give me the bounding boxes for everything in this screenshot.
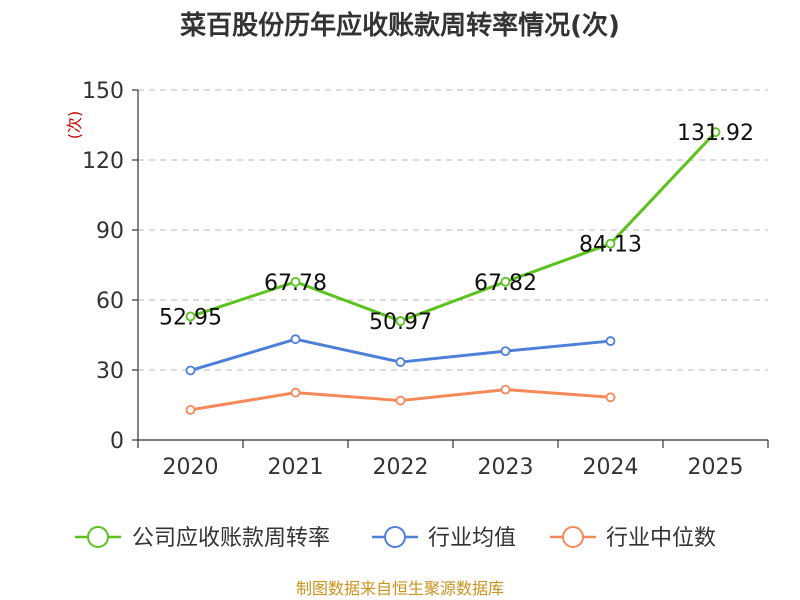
data-point: [395, 395, 406, 406]
series-lines: [185, 127, 721, 415]
y-tick-label: 0: [110, 429, 124, 454]
grid-lines: [138, 89, 768, 371]
x-tick-label: 2022: [373, 455, 429, 480]
legend-label: 行业中位数: [606, 526, 716, 551]
data-labels: 52.95 67.78 50.97 67.82 84.13 131.92: [159, 121, 754, 335]
legend-label: 行业均值: [428, 526, 516, 551]
series-2: [185, 384, 616, 415]
y-tick-label: 30: [96, 359, 124, 384]
legend: 公司应收账款周转率 行业均值 行业中位数: [75, 526, 716, 551]
data-point: [605, 336, 616, 346]
data-point: [605, 392, 616, 403]
legend-item: 行业中位数: [550, 526, 716, 551]
data-label: 67.78: [264, 271, 327, 296]
y-tick-label: 90: [96, 219, 124, 244]
data-point: [500, 346, 511, 357]
data-point: [500, 384, 511, 395]
data-label: 131.92: [677, 121, 754, 146]
series-0: [185, 127, 721, 326]
source-note: 制图数据来自恒生聚源数据库: [296, 579, 504, 598]
data-point: [500, 276, 511, 287]
data-label: 50.97: [369, 310, 432, 335]
x-tick-labels: 2020 2021 2022 2023 2024 2025: [163, 455, 744, 480]
x-tick-label: 2020: [163, 455, 219, 480]
y-tick-labels: 0 30 60 90 120 150: [82, 79, 124, 454]
y-tick-label: 120: [82, 149, 124, 174]
legend-marker: [384, 526, 406, 548]
x-tick-label: 2024: [583, 455, 639, 480]
series-1: [185, 334, 616, 376]
y-tick-label: 150: [82, 79, 124, 104]
legend-label: 公司应收账款周转率: [132, 526, 330, 551]
legend-marker: [562, 526, 584, 548]
data-point: [710, 127, 721, 138]
x-tick-label: 2025: [688, 455, 744, 480]
data-point: [185, 404, 196, 415]
legend-item: 行业均值: [372, 526, 516, 551]
data-point: [395, 316, 406, 326]
data-point: [605, 238, 616, 249]
data-point: [290, 276, 301, 287]
legend-item: 公司应收账款周转率: [75, 526, 330, 551]
data-point: [395, 357, 406, 367]
data-label: 52.95: [159, 305, 222, 330]
data-point: [290, 387, 301, 398]
series-line: [190, 131, 717, 323]
data-point: [185, 365, 196, 376]
y-axis-label: (次): [65, 111, 84, 140]
axes: [132, 89, 769, 448]
y-tick-label: 60: [96, 289, 124, 314]
x-tick-label: 2021: [268, 455, 324, 480]
data-point: [290, 334, 301, 345]
data-point: [185, 311, 196, 322]
legend-marker: [87, 526, 109, 548]
data-label: 84.13: [579, 233, 642, 258]
chart-title: 菜百股份历年应收账款周转率情况(次): [179, 10, 620, 41]
data-label: 67.82: [474, 271, 537, 296]
x-tick-label: 2023: [478, 455, 534, 480]
